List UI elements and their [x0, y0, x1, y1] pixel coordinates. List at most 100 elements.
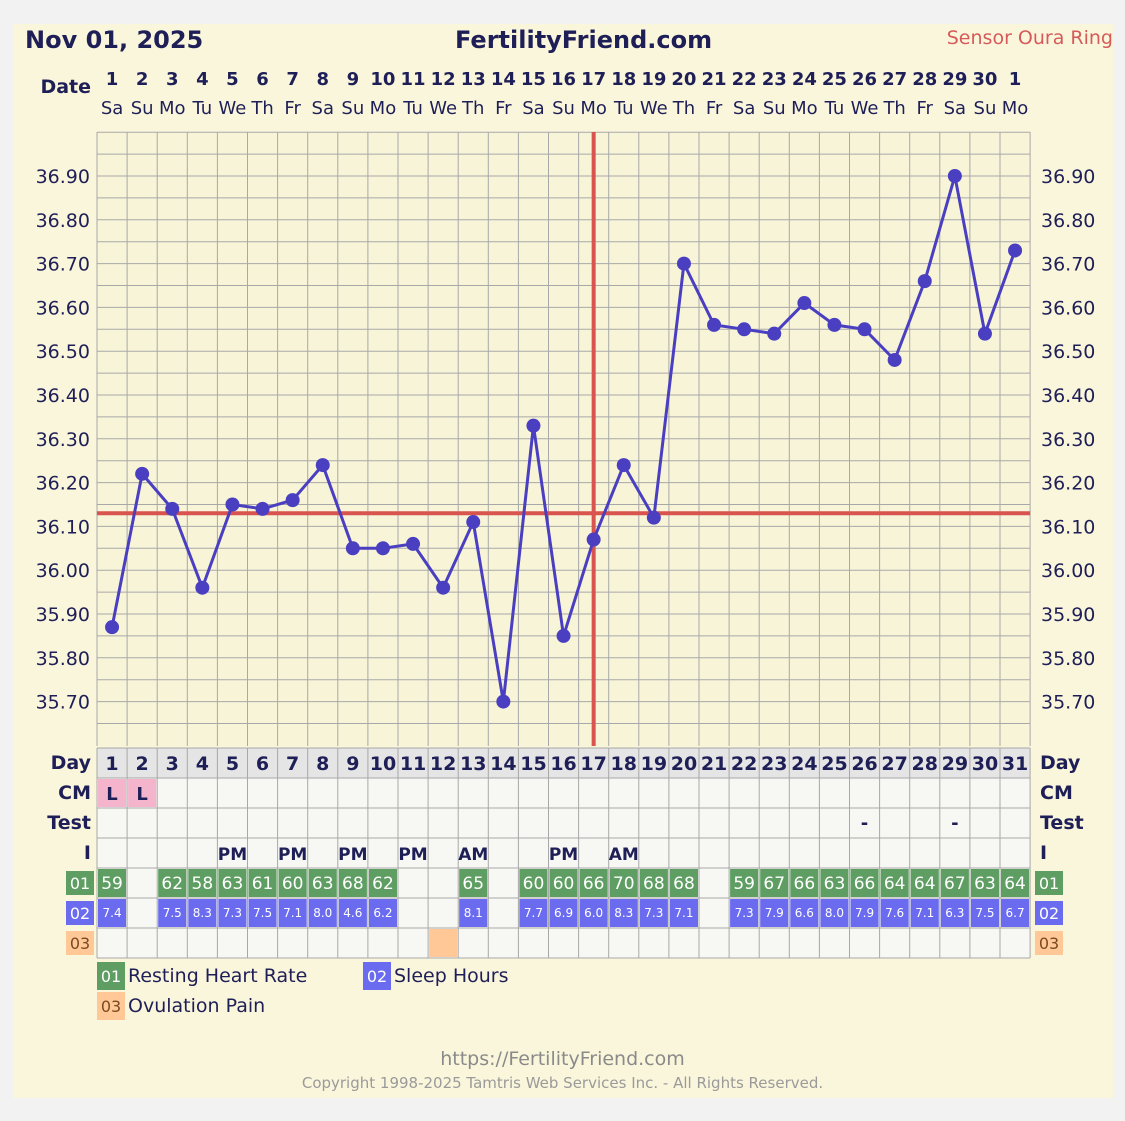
date-tick-label: 11 — [401, 69, 426, 90]
temperature-point — [315, 458, 330, 473]
hr-cell: 60 — [282, 874, 304, 894]
cm-cell: L — [106, 784, 117, 805]
date-tick-label: 10 — [370, 69, 395, 90]
cycle-day-label: 11 — [400, 753, 426, 775]
weekday-label: Su — [341, 98, 364, 119]
intercourse-cell: PM — [398, 845, 427, 865]
y-tick-label-right: 36.70 — [1041, 254, 1095, 276]
sleep-cell-bg — [579, 899, 608, 927]
cm-cell-bg — [98, 779, 127, 807]
weekday-label: We — [429, 98, 457, 119]
sleep-cell: 8.0 — [825, 906, 844, 920]
site-title[interactable]: FertilityFriend.com — [455, 26, 713, 54]
cycle-day-label: 19 — [641, 753, 667, 775]
hr-cell-bg — [278, 869, 307, 897]
hr-cell: 60 — [553, 874, 575, 894]
weekday-label: Mo — [580, 98, 607, 119]
sleep-cell: 6.0 — [584, 906, 603, 920]
hr-code-left-bg — [66, 871, 94, 895]
hr-cell-bg — [248, 869, 277, 897]
date-tick-label: 15 — [521, 69, 546, 90]
hr-cell-bg — [880, 869, 909, 897]
sleep-cell-bg — [98, 899, 127, 927]
weekday-label: Fr — [706, 98, 723, 119]
row-label-left: I — [84, 842, 91, 864]
legend-code: 01 — [101, 967, 121, 986]
hr-cell: 68 — [673, 874, 695, 894]
hr-cell: 61 — [252, 874, 274, 894]
sleep-cell-bg — [519, 899, 548, 927]
hr-cell-bg — [579, 869, 608, 897]
weekday-label: Tu — [192, 98, 213, 119]
date-tick-label: 30 — [972, 69, 997, 90]
weekday-label: Sa — [733, 98, 755, 119]
y-tick-label-right: 36.90 — [1041, 166, 1095, 188]
hr-cell: 64 — [884, 874, 906, 894]
sleep-cell-bg — [760, 899, 789, 927]
sleep-code-left: 02 — [70, 904, 90, 923]
cycle-day-label: 27 — [881, 753, 907, 775]
sleep-cell-bg — [459, 899, 488, 927]
sleep-code-right-bg — [1035, 901, 1063, 925]
sleep-cell-bg — [158, 899, 187, 927]
temperature-point — [1008, 243, 1023, 258]
y-tick-label-left: 36.10 — [36, 516, 90, 538]
sleep-cell: 7.1 — [915, 906, 934, 920]
cycle-day-label: 2 — [136, 753, 149, 775]
intercourse-cell: PM — [218, 845, 247, 865]
y-tick-label-right: 35.80 — [1041, 648, 1095, 670]
cycle-day-label: 13 — [460, 753, 486, 775]
day-row-bg — [97, 748, 1031, 778]
sleep-cell-bg — [820, 899, 849, 927]
ovulation-code-right-bg — [1035, 931, 1063, 955]
temperature-point — [285, 493, 300, 508]
y-tick-label-right: 36.50 — [1041, 341, 1095, 363]
sleep-cell-bg — [669, 899, 698, 927]
legend-swatch — [363, 962, 391, 990]
weekday-label: Mo — [1002, 98, 1029, 119]
row-label-right: I — [1040, 842, 1047, 864]
row-label-right: Day — [1040, 752, 1081, 774]
weekday-label: Tu — [824, 98, 845, 119]
date-tick-label: 16 — [551, 69, 576, 90]
hr-cell: 59 — [733, 874, 755, 894]
date-tick-label: 21 — [702, 69, 727, 90]
y-tick-label-left: 35.80 — [36, 648, 90, 670]
sleep-cell-bg — [368, 899, 397, 927]
sleep-cell: 7.3 — [223, 906, 242, 920]
temperature-point — [406, 536, 421, 551]
hr-cell: 64 — [1004, 874, 1026, 894]
temperature-point — [827, 317, 842, 332]
hr-cell: 66 — [854, 874, 876, 894]
temperature-point — [977, 326, 992, 341]
hr-cell: 60 — [523, 874, 545, 894]
hr-code-right-bg — [1035, 871, 1063, 895]
sleep-cell: 6.3 — [945, 906, 964, 920]
y-tick-label-right: 36.80 — [1041, 210, 1095, 232]
cm-cell: L — [136, 784, 147, 805]
weekday-label: Th — [461, 98, 484, 119]
cycle-day-label: 15 — [520, 753, 546, 775]
weekday-label: Sa — [312, 98, 334, 119]
temperature-point — [225, 497, 240, 512]
date-tick-label: 6 — [256, 69, 269, 90]
weekday-label: Sa — [522, 98, 544, 119]
sleep-cell-bg — [338, 899, 367, 927]
cycle-day-label: 8 — [316, 753, 329, 775]
sleep-cell: 4.6 — [343, 906, 362, 920]
y-tick-label-left: 35.90 — [36, 604, 90, 626]
ovulation-code-right: 03 — [1039, 934, 1059, 953]
cycle-day-label: 26 — [851, 753, 877, 775]
weekday-label: Tu — [613, 98, 634, 119]
cycle-day-label: 10 — [370, 753, 396, 775]
weekday-label: Fr — [284, 98, 301, 119]
y-tick-label-right: 36.20 — [1041, 473, 1095, 495]
sleep-cell: 8.3 — [614, 906, 633, 920]
hr-cell-bg — [790, 869, 819, 897]
table-row-bg — [97, 778, 1031, 808]
hr-cell: 68 — [643, 874, 665, 894]
footer-url[interactable]: https://FertilityFriend.com — [440, 1048, 685, 1070]
sleep-cell-bg — [188, 899, 217, 927]
y-tick-label-right: 35.70 — [1041, 692, 1095, 714]
legend-label: Sleep Hours — [394, 965, 508, 987]
